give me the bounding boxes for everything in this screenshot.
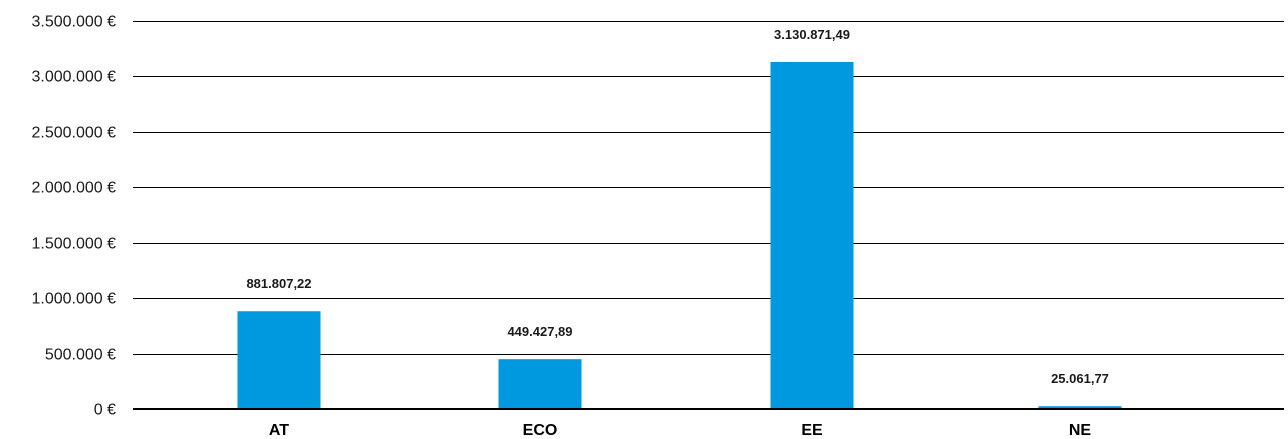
bar-at [237,311,321,409]
x-tick-label-ne: NE [1069,422,1092,439]
data-labels: 881.807,22 449.427,89 3.130.871,49 25.061,7… [246,27,1108,386]
x-tick-label-ee: EE [801,422,823,439]
y-tick-label: 2.000.000 € [31,180,116,197]
data-label-ne: 25.061,77 [1051,371,1109,386]
y-tick-label: 3.500.000 € [31,14,116,31]
bars [237,61,1122,409]
bar-ne [1038,406,1122,409]
bar-ee [770,61,854,409]
y-tick-label: 0 € [94,402,116,419]
x-axis-tick-labels: AT ECO EE NE [269,422,1092,439]
y-tick-label: 3.000.000 € [31,69,116,86]
data-label-eco: 449.427,89 [507,324,572,339]
x-tick-label-eco: ECO [523,422,558,439]
data-label-ee: 3.130.871,49 [774,27,850,42]
y-tick-label: 2.500.000 € [31,125,116,142]
y-tick-label: 500.000 € [45,347,116,364]
data-label-at: 881.807,22 [246,276,311,291]
y-axis-tick-labels: 0 € 500.000 € 1.000.000 € 1.500.000 € 2.000.… [31,14,116,419]
gridlines [133,21,1284,355]
x-tick-label-at: AT [269,422,289,439]
bar-eco [498,359,582,409]
y-tick-label: 1.500.000 € [31,236,116,253]
y-tick-label: 1.000.000 € [31,291,116,308]
